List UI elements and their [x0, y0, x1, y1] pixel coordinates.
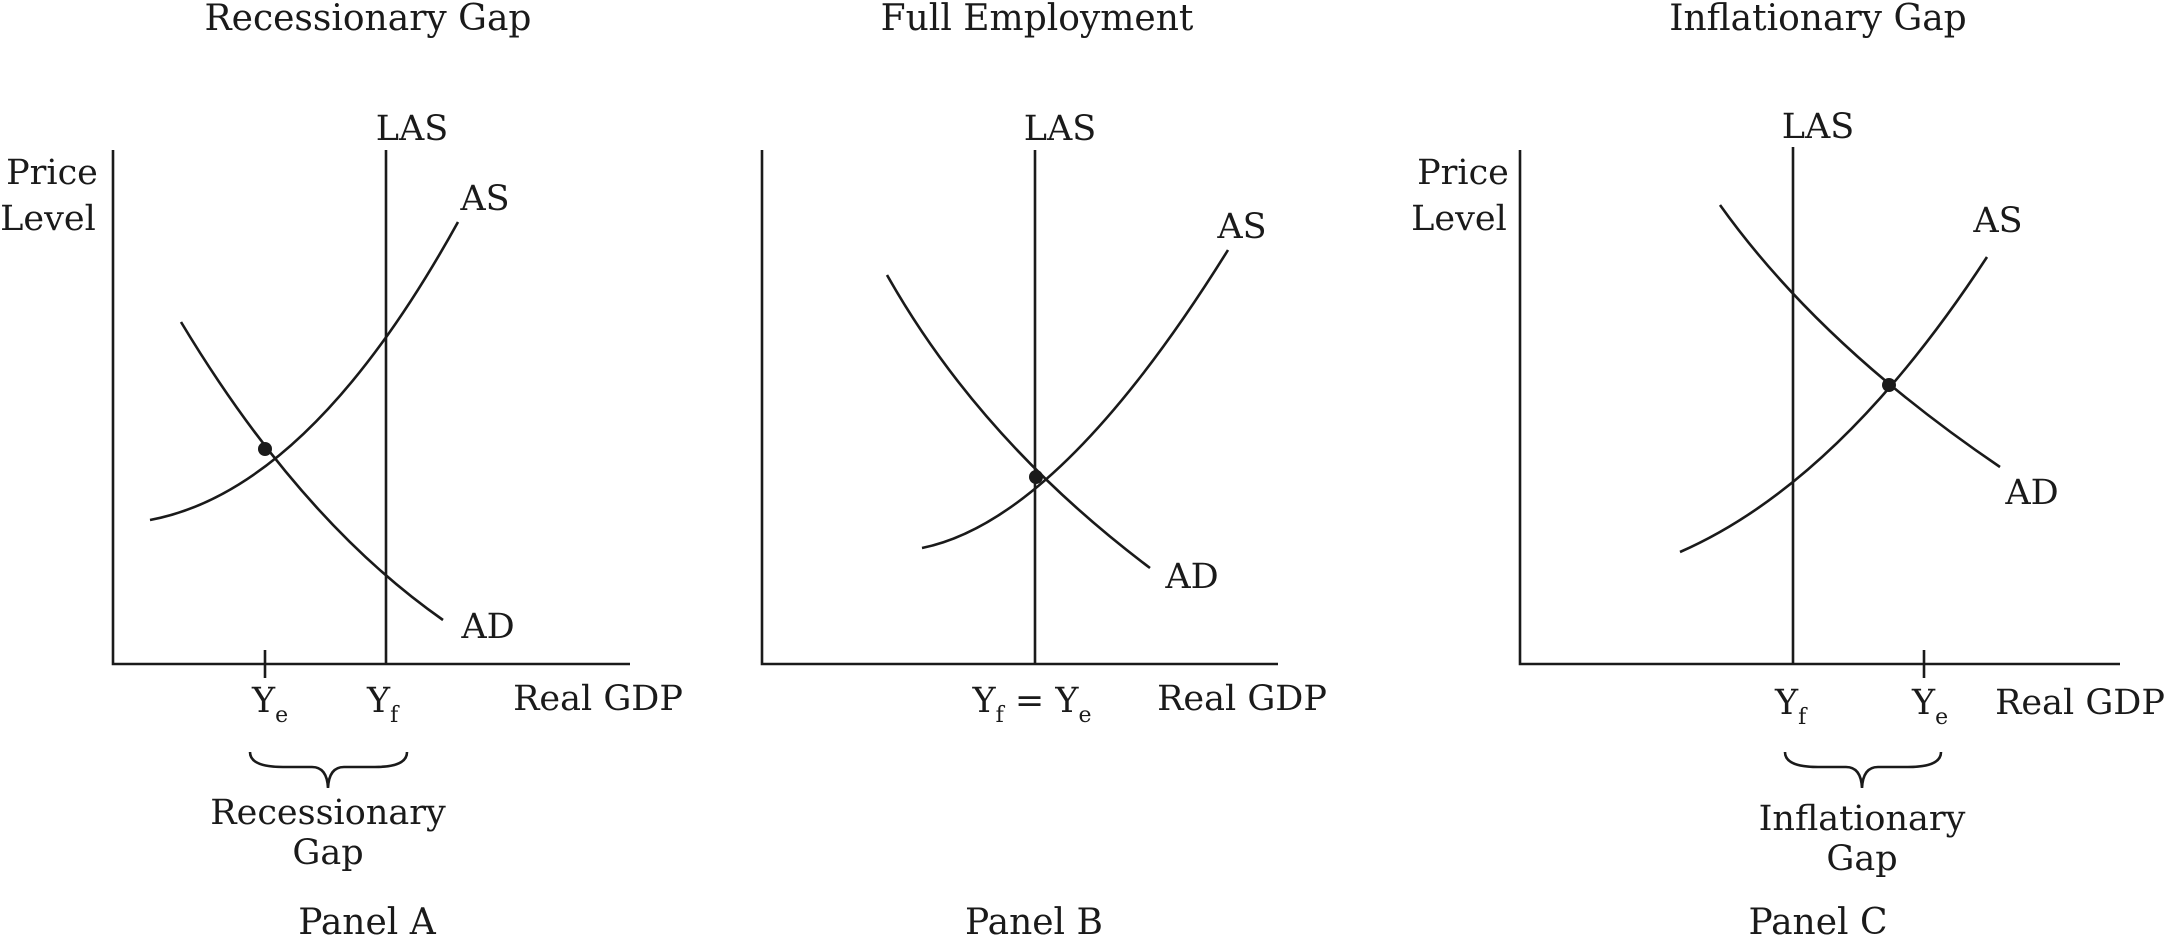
panel-c-title: Inflationary Gap — [1669, 0, 1966, 39]
panel-a-title: Recessionary Gap — [205, 0, 532, 39]
panel-c-gap-label-line1: Inflationary — [1759, 799, 1966, 839]
panel-a-panel-label: Panel A — [298, 902, 437, 940]
panel-b-as-label: AS — [1216, 207, 1266, 247]
panel-b-equilibrium-point — [1029, 470, 1043, 484]
panel-b: Full Employment LAS AS AD Yf = Ye Real G… — [760, 0, 1327, 940]
panel-c-tick-label-ye: Ye — [1911, 683, 1948, 730]
panel-b-panel-label: Panel B — [965, 902, 1103, 940]
panel-c-tick-label-yf: Yf — [1774, 683, 1808, 730]
panel-a-tick-label-ye: Ye — [251, 681, 288, 728]
panel-b-tick-label-yf-ye: Yf = Ye — [972, 681, 1092, 728]
panel-c-x-axis-label: Real GDP — [1995, 683, 2165, 723]
panel-b-las-label: LAS — [1024, 109, 1097, 149]
panel-a-as-curve — [149, 221, 460, 522]
panel-a-as-label: AS — [459, 179, 509, 219]
panel-a: Recessionary Gap Price Level LAS AS AD Y… — [0, 0, 683, 940]
panel-b-axes — [760, 150, 1278, 666]
panel-a-ad-curve — [179, 321, 444, 622]
panel-c: Inflationary Gap Price Level LAS AS AD Y… — [1411, 0, 2165, 940]
panel-b-as-curve — [921, 249, 1230, 550]
panel-c-gap-brace — [1783, 751, 1943, 789]
panel-a-tick-label-yf: Yf — [366, 681, 400, 728]
panel-c-axes — [1518, 150, 2120, 666]
panel-a-equilibrium-point — [258, 442, 272, 456]
panel-c-y-axis-label-line2: Level — [1411, 199, 1507, 239]
panel-a-gap-label-line1: Recessionary — [210, 793, 446, 833]
panel-b-x-axis-label: Real GDP — [1157, 679, 1327, 719]
panel-a-gap-label-line2: Gap — [292, 833, 363, 873]
panel-a-las-label: LAS — [376, 109, 449, 149]
panel-c-y-axis-label-line1: Price — [1417, 153, 1509, 193]
panel-a-gap-brace — [248, 751, 409, 789]
panel-a-axes — [111, 150, 630, 666]
panel-b-ad-label: AD — [1164, 557, 1218, 597]
panel-c-ad-curve — [1718, 204, 2001, 469]
panel-a-ad-label: AD — [460, 607, 514, 647]
panel-c-gap-label-line2: Gap — [1826, 839, 1897, 879]
panel-a-x-axis-label: Real GDP — [513, 679, 683, 719]
panel-a-y-axis-label-line2: Level — [0, 199, 96, 239]
panel-c-as-curve — [1679, 256, 1989, 554]
panel-c-ad-label: AD — [2004, 473, 2058, 513]
panel-b-title: Full Employment — [881, 0, 1194, 39]
panel-b-ad-curve — [885, 274, 1151, 570]
panel-a-y-axis-label-line1: Price — [6, 153, 98, 193]
panel-c-equilibrium-point — [1882, 378, 1896, 392]
panel-c-las-label: LAS — [1782, 107, 1855, 147]
panel-c-as-label: AS — [1972, 201, 2022, 241]
panel-c-panel-label: Panel C — [1748, 902, 1887, 940]
